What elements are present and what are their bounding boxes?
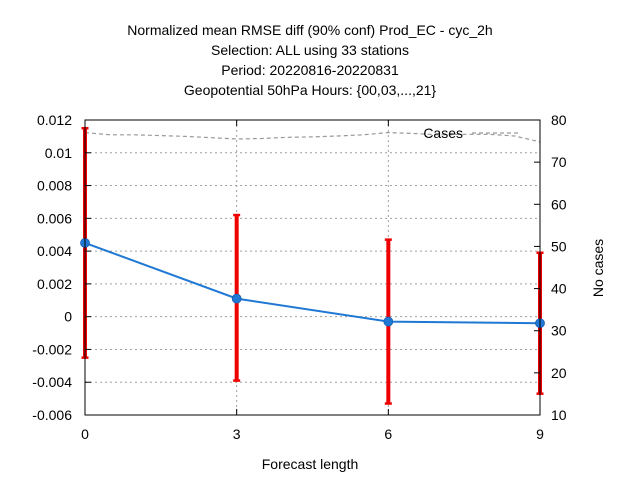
title-line-3: Period: 20220816-20220831 <box>221 62 399 78</box>
x-axis-label: Forecast length <box>262 456 359 472</box>
y-axis-left-ticks: -0.006 -0.004 -0.002 0 0.002 0.004 0.006 0.008 0… <box>32 112 91 423</box>
y-right-tick-label-3: 40 <box>551 281 567 297</box>
y-axis-right-label: No cases <box>590 239 606 297</box>
rmse-diff-line <box>84 241 541 325</box>
title-line-2: Selection: ALL using 33 stations <box>211 42 409 58</box>
y-right-tick-label-6: 70 <box>551 154 567 170</box>
y-right-tick-label-5: 60 <box>551 196 567 212</box>
y-left-tick-label-0: -0.006 <box>32 407 72 423</box>
x-tick-label-2: 6 <box>384 426 392 442</box>
y-left-tick-label-5: 0.004 <box>37 243 72 259</box>
y-right-tick-label-7: 80 <box>551 112 567 128</box>
x-axis-ticks: 0 3 6 9 <box>81 120 544 442</box>
x-tick-label-3: 9 <box>536 426 544 442</box>
y-right-tick-label-4: 50 <box>551 238 567 254</box>
legend-label-cases: Cases <box>423 125 463 141</box>
y-left-tick-label-1: -0.004 <box>32 374 72 390</box>
y-left-tick-label-8: 0.01 <box>45 145 72 161</box>
rmse-diff-series <box>80 238 545 329</box>
y-left-tick-label-3: 0 <box>64 309 72 325</box>
title-line-4: Geopotential 50hPa Hours: {00,03,...,21} <box>184 82 437 98</box>
chart-title: Normalized mean RMSE diff (90% conf) Pro… <box>127 22 492 98</box>
rmse-diff-point-2 <box>383 316 394 327</box>
legend: Cases <box>423 125 520 141</box>
x-tick-label-1: 3 <box>233 426 241 442</box>
y-right-tick-label-0: 10 <box>551 407 567 423</box>
confidence-intervals <box>81 126 544 405</box>
cases-series <box>84 131 541 143</box>
title-line-1: Normalized mean RMSE diff (90% conf) Pro… <box>127 22 492 38</box>
y-left-tick-label-6: 0.006 <box>37 210 72 226</box>
cases-line <box>84 131 541 143</box>
y-right-tick-label-2: 30 <box>551 323 567 339</box>
y-left-tick-label-2: -0.002 <box>32 341 72 357</box>
y-left-tick-label-9: 0.012 <box>37 112 72 128</box>
y-left-tick-label-7: 0.008 <box>37 178 72 194</box>
y-left-tick-label-4: 0.002 <box>37 276 72 292</box>
plot-frame <box>84 119 541 416</box>
y-right-tick-label-1: 20 <box>551 365 567 381</box>
x-tick-label-0: 0 <box>81 426 89 442</box>
y-axis-right-ticks: 10 20 30 40 50 60 70 80 <box>534 112 567 423</box>
rmse-diff-point-1 <box>231 293 242 304</box>
